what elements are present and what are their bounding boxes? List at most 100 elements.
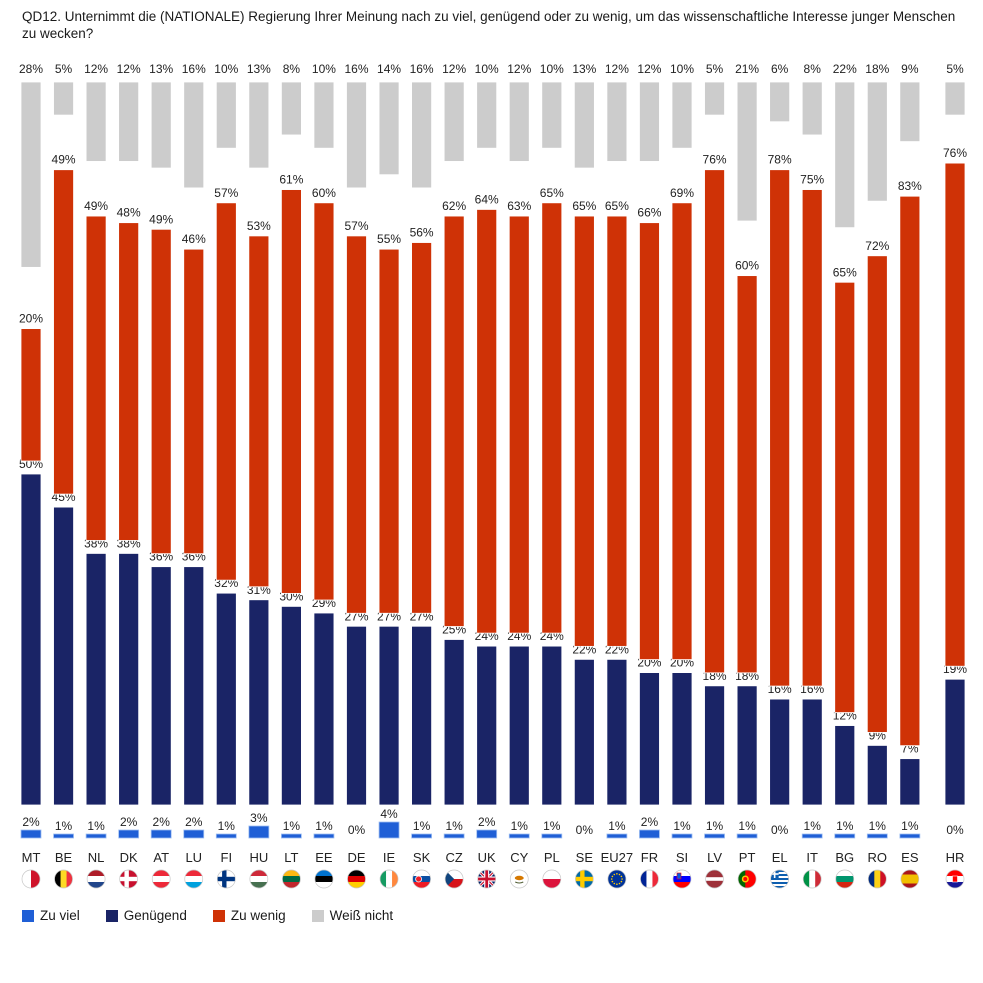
- label-weiss-nicht-be: 5%: [55, 62, 73, 76]
- legend-swatch: [212, 909, 225, 922]
- bar-genuegend-dk: [118, 553, 140, 806]
- bar-genuegend-si: [671, 672, 693, 806]
- label-zu-viel-sk: 1%: [413, 819, 431, 833]
- label-weiss-nicht-es: 9%: [901, 62, 919, 76]
- label-weiss-nicht-hr: 5%: [946, 62, 964, 76]
- bar-zu-viel-at: [150, 829, 172, 839]
- pt-flag: [737, 869, 757, 889]
- lt-flag: [282, 869, 301, 889]
- label-zu-viel-es: 1%: [901, 819, 919, 833]
- legend-item-2: Zu wenig: [212, 908, 286, 923]
- bar-genuegend-pl: [541, 645, 563, 806]
- label-zu-wenig-es: 83%: [898, 179, 922, 193]
- category-label-fi: FI: [221, 850, 233, 865]
- bar-weiss-nicht-bg: [834, 81, 856, 229]
- label-weiss-nicht-fr: 12%: [637, 62, 661, 76]
- bar-zu-wenig-uk: [476, 209, 498, 634]
- bar-genuegend-ie: [378, 625, 400, 806]
- bar-zu-viel-lv: [704, 833, 725, 839]
- sk-flag: [412, 869, 431, 889]
- bar-genuegend-el: [769, 698, 791, 806]
- label-zu-wenig-de: 57%: [344, 219, 368, 233]
- category-label-hr: HR: [946, 850, 965, 865]
- label-weiss-nicht-it: 8%: [804, 62, 822, 76]
- bar-weiss-nicht-ro: [866, 81, 888, 202]
- category-label-fr: FR: [641, 850, 658, 865]
- label-weiss-nicht-at: 13%: [149, 62, 173, 76]
- bar-weiss-nicht-pt: [736, 81, 758, 222]
- legend-swatch: [105, 909, 118, 922]
- bar-zu-viel-es: [899, 833, 921, 839]
- label-zu-wenig-lu: 46%: [182, 232, 206, 246]
- category-label-de: DE: [347, 850, 365, 865]
- category-label-be: BE: [55, 850, 73, 865]
- eu-flag: [607, 869, 627, 889]
- bg-flag: [835, 869, 855, 889]
- bar-zu-wenig-sk: [411, 242, 433, 614]
- bar-zu-wenig-cy: [508, 215, 530, 634]
- category-label-el: EL: [772, 850, 788, 865]
- label-zu-wenig-be: 49%: [52, 153, 76, 167]
- bar-genuegend-ee: [313, 612, 335, 806]
- label-weiss-nicht-eu27: 12%: [605, 62, 629, 76]
- label-zu-wenig-el: 78%: [768, 153, 792, 167]
- bar-genuegend-cy: [508, 645, 530, 806]
- bar-weiss-nicht-hu: [248, 81, 270, 169]
- label-zu-viel-mt: 2%: [22, 815, 40, 829]
- es-flag: [900, 869, 920, 889]
- bar-zu-wenig-se: [573, 215, 595, 647]
- category-label-sk: SK: [413, 850, 431, 865]
- cy-flag: [509, 869, 529, 889]
- label-zu-wenig-uk: 64%: [475, 192, 499, 206]
- bar-zu-viel-dk: [118, 829, 140, 839]
- lu-flag: [184, 869, 204, 889]
- bar-weiss-nicht-lt: [280, 81, 302, 136]
- category-label-lv: LV: [707, 850, 722, 865]
- label-weiss-nicht-de: 16%: [344, 62, 368, 76]
- category-label-at: AT: [153, 850, 169, 865]
- bar-zu-wenig-lt: [280, 189, 302, 594]
- label-zu-viel-lt: 1%: [283, 819, 301, 833]
- category-label-dk: DK: [120, 850, 138, 865]
- label-zu-viel-uk: 2%: [478, 815, 496, 829]
- at-flag: [151, 869, 171, 889]
- label-zu-wenig-hu: 53%: [247, 219, 271, 233]
- bar-genuegend-sk: [411, 625, 433, 806]
- label-zu-wenig-at: 49%: [149, 212, 173, 226]
- bar-weiss-nicht-fi: [215, 81, 237, 149]
- cz-flag: [444, 869, 464, 889]
- bar-zu-viel-nl: [85, 833, 107, 839]
- fi-flag: [216, 869, 236, 889]
- legend-swatch: [22, 909, 34, 922]
- legend-label: Weiß nicht: [329, 908, 394, 923]
- bar-zu-viel-pl: [541, 833, 563, 839]
- label-weiss-nicht-ro: 18%: [865, 62, 889, 76]
- de-flag: [347, 869, 366, 889]
- bar-zu-wenig-es: [899, 195, 921, 747]
- bar-zu-wenig-hr: [944, 162, 966, 667]
- label-zu-wenig-mt: 20%: [19, 312, 43, 326]
- label-weiss-nicht-lv: 5%: [706, 62, 724, 76]
- label-zu-wenig-lv: 76%: [703, 153, 727, 167]
- dk-flag: [119, 869, 138, 889]
- bar-zu-wenig-it: [801, 189, 823, 687]
- hu-flag: [249, 869, 269, 889]
- label-zu-viel-si: 1%: [673, 819, 691, 833]
- label-zu-viel-ro: 1%: [869, 819, 887, 833]
- bar-weiss-nicht-lv: [704, 81, 725, 116]
- label-weiss-nicht-ie: 14%: [377, 62, 401, 76]
- bar-zu-wenig-eu27: [606, 215, 628, 647]
- label-zu-wenig-it: 75%: [800, 173, 824, 187]
- label-zu-wenig-lt: 61%: [279, 173, 303, 187]
- category-label-ie: IE: [383, 850, 396, 865]
- label-zu-viel-dk: 2%: [120, 815, 138, 829]
- label-zu-viel-be: 1%: [55, 819, 73, 833]
- category-label-hu: HU: [249, 850, 268, 865]
- bar-weiss-nicht-se: [573, 81, 595, 169]
- category-label-lu: LU: [185, 850, 202, 865]
- label-weiss-nicht-fi: 10%: [214, 62, 238, 76]
- ro-flag: [867, 869, 887, 889]
- bar-zu-viel-mt: [20, 829, 42, 839]
- bar-zu-viel-sk: [411, 833, 433, 839]
- bar-weiss-nicht-hr: [944, 81, 966, 116]
